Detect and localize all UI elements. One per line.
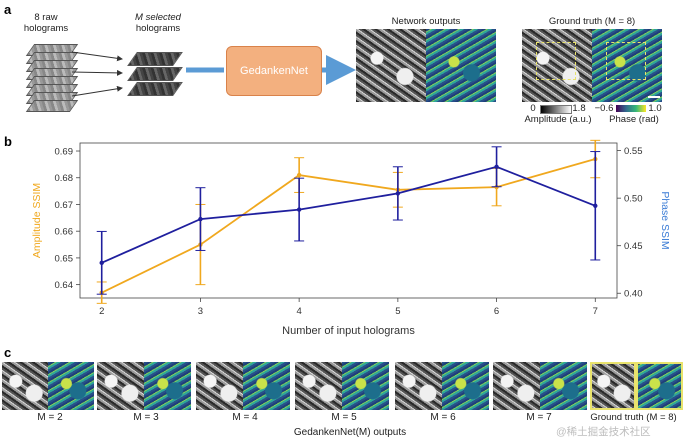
label-m3: M = 3 xyxy=(133,412,159,423)
output-gt-amplitude xyxy=(590,362,636,410)
data-point xyxy=(494,164,499,169)
data-point xyxy=(99,260,104,266)
x-tick-label: 6 xyxy=(494,306,499,317)
panel-a-letter: a xyxy=(4,2,12,17)
panel-c-letter: c xyxy=(4,345,12,360)
output-gt-phase xyxy=(636,362,683,410)
plot-frame xyxy=(79,142,618,299)
output-m2-amplitude xyxy=(2,362,48,410)
y-right-tick-label: 0.45 xyxy=(624,241,643,252)
output-m6-phase xyxy=(442,362,489,410)
x-tick-label: 7 xyxy=(593,306,598,317)
y-left-tick-label: 0.66 xyxy=(55,227,74,238)
gedankennet-box: GedankenNet xyxy=(226,46,322,96)
phase-caption: Phase (rad) xyxy=(609,114,659,125)
series-line-0 xyxy=(101,158,596,294)
output-m4-phase xyxy=(243,362,290,410)
ground-truth-phase xyxy=(592,29,662,102)
y-right-tick-label: 0.40 xyxy=(624,289,643,300)
y-left-axis-label: Amplitude SSIM xyxy=(31,183,43,258)
data-point xyxy=(395,191,401,196)
phase-max-label: 1.0 xyxy=(648,103,662,114)
amplitude-max-label: 1.8 xyxy=(572,103,586,114)
y-left-tick-label: 0.67 xyxy=(55,200,74,211)
output-m3-phase xyxy=(144,362,191,410)
data-point xyxy=(593,203,598,208)
phase-colorbar xyxy=(616,105,646,112)
series-line-1 xyxy=(101,165,596,264)
y-right-tick-label: 0.50 xyxy=(624,194,643,205)
y-left-tick-label: 0.69 xyxy=(55,147,74,158)
output-m3-amplitude xyxy=(97,362,144,410)
data-point xyxy=(296,172,302,178)
output-m7-amplitude xyxy=(493,362,540,410)
roi-box-amplitude xyxy=(536,42,576,80)
output-m5-phase xyxy=(342,362,389,410)
y-right-tick-label: 0.55 xyxy=(624,146,643,157)
watermark: @稀土掘金技术社区 xyxy=(556,426,651,438)
y-right-axis-label: Phase SSIM xyxy=(659,191,671,249)
amplitude-caption: Amplitude (a.u.) xyxy=(524,114,592,125)
x-tick-label: 3 xyxy=(198,306,203,317)
ground-truth-label: Ground truth (M = 8) xyxy=(548,16,636,27)
y-left-tick-label: 0.65 xyxy=(55,253,74,264)
panel-b-letter: b xyxy=(4,134,12,149)
raw-holograms-label: 8 raw holograms xyxy=(23,12,69,34)
output-m6-amplitude xyxy=(395,362,442,410)
x-axis-label: Number of input holograms xyxy=(282,325,415,337)
strip-caption: GedankenNet(M) outputs xyxy=(293,427,407,438)
data-point xyxy=(198,216,203,222)
y-left-tick-label: 0.64 xyxy=(55,280,74,291)
label-m2: M = 2 xyxy=(37,412,63,423)
output-m5-amplitude xyxy=(295,362,342,410)
network-outputs-label: Network outputs xyxy=(391,16,461,27)
label-m6: M = 6 xyxy=(430,412,456,423)
amplitude-min-label: 0 xyxy=(530,103,536,114)
output-m4-amplitude xyxy=(196,362,243,410)
x-tick-label: 5 xyxy=(395,306,400,317)
amplitude-colorbar xyxy=(540,105,572,114)
x-tick-label: 2 xyxy=(99,306,104,317)
network-output-phase xyxy=(426,29,496,102)
label-ground-truth: Ground truth (M = 8) xyxy=(590,412,677,423)
phase-min-label: −0.6 xyxy=(594,103,614,114)
network-output-amplitude xyxy=(356,29,426,102)
ground-truth-amplitude xyxy=(522,29,592,102)
output-m2-phase xyxy=(48,362,94,410)
x-tick-label: 4 xyxy=(296,306,301,317)
output-m7-phase xyxy=(540,362,587,410)
y-left-tick-label: 0.68 xyxy=(55,173,74,184)
label-m7: M = 7 xyxy=(526,412,552,423)
selected-holograms-label: M selected holograms xyxy=(135,12,181,34)
data-point xyxy=(296,207,302,212)
ground-truth-frame xyxy=(590,362,636,410)
label-m5: M = 5 xyxy=(331,412,357,423)
roi-box-phase xyxy=(606,42,646,80)
label-m4: M = 4 xyxy=(232,412,258,423)
ground-truth-frame xyxy=(636,362,683,410)
scale-bar xyxy=(648,96,660,98)
